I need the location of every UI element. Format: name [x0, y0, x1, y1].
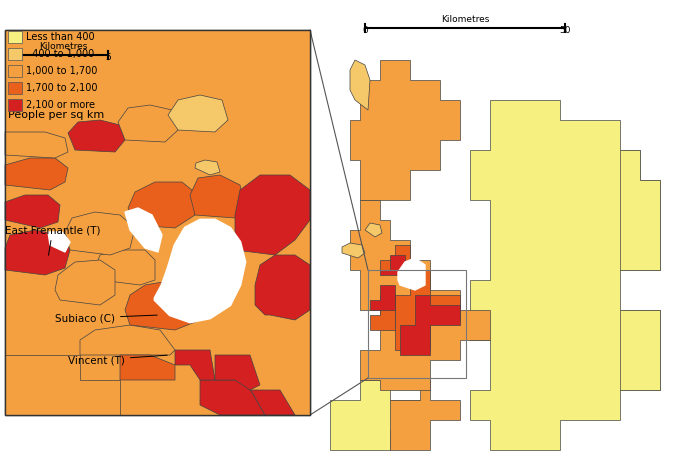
Bar: [8, 48, 22, 60]
Polygon shape: [195, 160, 220, 175]
Polygon shape: [380, 245, 410, 270]
Polygon shape: [200, 380, 265, 415]
Polygon shape: [5, 230, 70, 275]
Text: 400 to 1,000: 400 to 1,000: [26, 49, 94, 59]
Polygon shape: [350, 60, 460, 200]
Bar: [5, 30, 310, 415]
Polygon shape: [48, 232, 70, 252]
Text: 2,100 or more: 2,100 or more: [26, 100, 95, 110]
Bar: [8, 99, 22, 111]
Text: 5: 5: [105, 53, 111, 62]
Text: Less than 400: Less than 400: [26, 32, 95, 42]
Polygon shape: [155, 220, 245, 322]
Polygon shape: [95, 250, 155, 285]
Polygon shape: [215, 355, 260, 390]
Polygon shape: [365, 223, 382, 237]
Polygon shape: [235, 175, 310, 255]
Text: 0: 0: [15, 53, 21, 62]
Polygon shape: [65, 212, 135, 255]
Text: 50: 50: [559, 26, 571, 35]
Polygon shape: [68, 120, 125, 152]
Polygon shape: [175, 350, 215, 380]
Polygon shape: [620, 310, 660, 390]
Polygon shape: [190, 175, 245, 218]
Polygon shape: [125, 208, 162, 252]
Polygon shape: [395, 270, 460, 350]
Text: East Fremantle (T): East Fremantle (T): [5, 225, 101, 255]
Bar: [8, 82, 22, 94]
Bar: [8, 65, 22, 77]
Polygon shape: [118, 105, 178, 142]
Polygon shape: [125, 280, 210, 330]
Polygon shape: [400, 295, 460, 355]
Bar: [368, 270, 466, 378]
Text: Vincent (T): Vincent (T): [68, 355, 168, 365]
Polygon shape: [330, 380, 420, 450]
Polygon shape: [5, 30, 310, 415]
Polygon shape: [128, 182, 198, 228]
Text: 1,000 to 1,700: 1,000 to 1,700: [26, 66, 97, 76]
Polygon shape: [470, 100, 660, 450]
Polygon shape: [380, 255, 405, 275]
Polygon shape: [5, 158, 68, 190]
Polygon shape: [55, 260, 115, 305]
Polygon shape: [620, 150, 660, 270]
Text: 1,700 to 2,100: 1,700 to 2,100: [26, 83, 97, 93]
Polygon shape: [168, 95, 228, 132]
Polygon shape: [390, 380, 460, 450]
Polygon shape: [350, 200, 490, 390]
Polygon shape: [80, 325, 175, 355]
Text: Kilometres: Kilometres: [39, 42, 87, 51]
Bar: [8, 31, 22, 43]
Polygon shape: [255, 255, 310, 320]
Text: Subiaco (C): Subiaco (C): [55, 313, 157, 323]
Polygon shape: [5, 355, 120, 415]
Polygon shape: [245, 380, 295, 415]
Polygon shape: [120, 355, 175, 380]
Text: 0: 0: [362, 26, 368, 35]
Polygon shape: [5, 195, 60, 228]
Polygon shape: [350, 60, 370, 110]
Polygon shape: [398, 258, 425, 290]
Polygon shape: [342, 243, 365, 258]
Polygon shape: [370, 285, 395, 310]
Polygon shape: [5, 132, 68, 158]
Text: Kilometres: Kilometres: [441, 15, 489, 24]
Bar: [5, 30, 310, 415]
Text: People per sq km: People per sq km: [8, 110, 104, 120]
Polygon shape: [370, 295, 395, 330]
